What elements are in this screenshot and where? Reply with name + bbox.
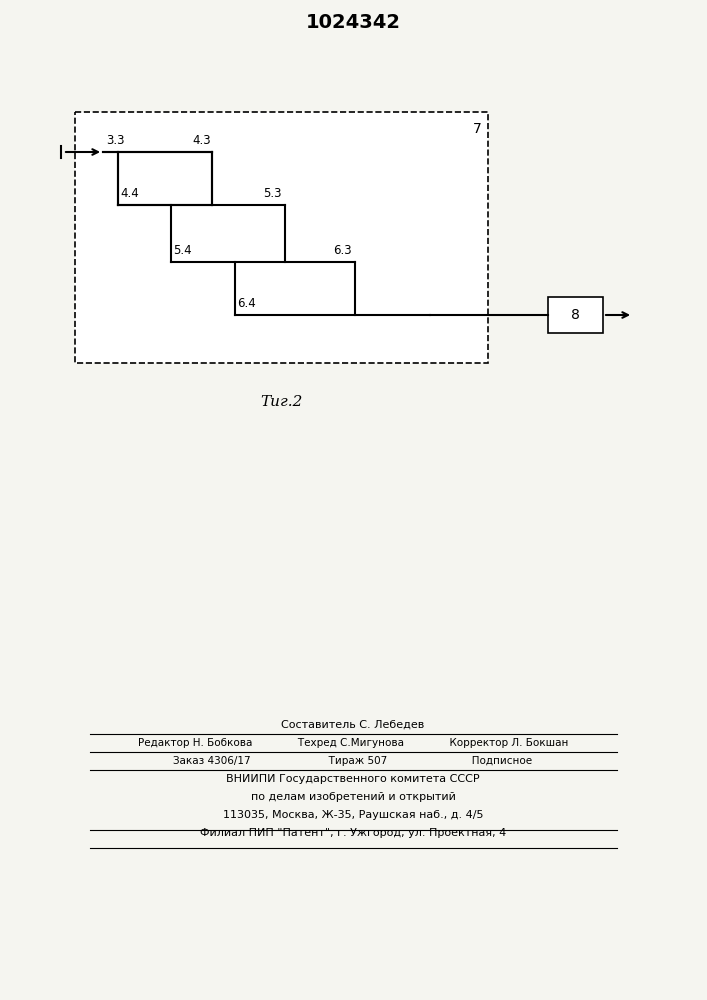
Text: 1024342: 1024342	[305, 12, 400, 31]
Text: 6.3: 6.3	[333, 244, 351, 257]
Text: 113035, Москва, Ж-35, Раушская наб., д. 4/5: 113035, Москва, Ж-35, Раушская наб., д. …	[223, 810, 484, 820]
Text: по делам изобретений и открытий: по делам изобретений и открытий	[250, 792, 455, 802]
Text: 5.4: 5.4	[173, 244, 192, 257]
Text: 8: 8	[571, 308, 580, 322]
Text: Τиг.2: Τиг.2	[260, 395, 303, 409]
Text: 3.3: 3.3	[106, 134, 124, 147]
Text: Заказ 4306/17                        Тираж 507                          Подписно: Заказ 4306/17 Тираж 507 Подписно	[173, 756, 532, 766]
Text: ВНИИПИ Государственного комитета СССР: ВНИИПИ Государственного комитета СССР	[226, 774, 480, 784]
Text: 5.3: 5.3	[263, 187, 281, 200]
Text: Филиал ПИП "Патент", г. Ужгород, ул. Проектная, 4: Филиал ПИП "Патент", г. Ужгород, ул. Про…	[200, 828, 506, 838]
Text: 6.4: 6.4	[237, 297, 256, 310]
Text: 7: 7	[473, 122, 482, 136]
Text: 4.4: 4.4	[120, 187, 139, 200]
FancyBboxPatch shape	[75, 112, 488, 363]
Text: 4.3: 4.3	[192, 134, 211, 147]
Text: Составитель С. Лебедев: Составитель С. Лебедев	[281, 720, 425, 730]
Text: Редактор Н. Бобкова              Техред С.Мигунова              Корректор Л. Бок: Редактор Н. Бобкова Техред С.Мигунова Ко…	[138, 738, 568, 748]
Bar	[548, 297, 603, 333]
